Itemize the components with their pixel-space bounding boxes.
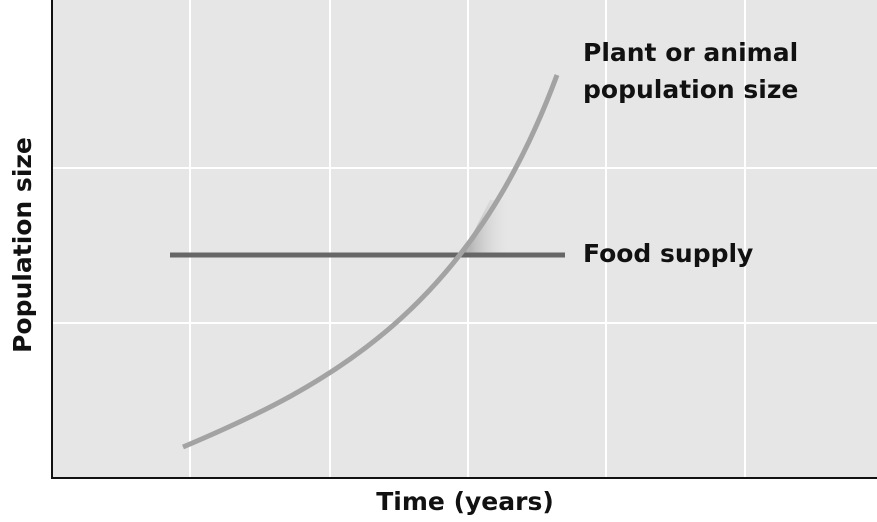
grid xyxy=(52,0,877,478)
curve-label: Plant or animal xyxy=(583,38,798,67)
surplus-shade xyxy=(462,200,512,255)
population-curve xyxy=(182,74,560,450)
curve-label: population size xyxy=(583,75,798,104)
x-axis-label: Time (years) xyxy=(376,487,554,516)
line-label: Food supply xyxy=(583,239,753,268)
y-axis-label: Population size xyxy=(8,137,37,353)
